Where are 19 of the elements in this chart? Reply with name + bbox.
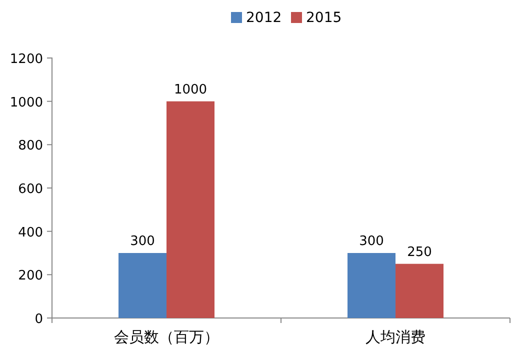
bar bbox=[348, 253, 396, 318]
y-tick-label: 200 bbox=[18, 268, 43, 284]
legend-label: 2012 bbox=[246, 10, 282, 26]
data-label: 300 bbox=[359, 234, 384, 249]
y-tick-label: 600 bbox=[18, 182, 43, 197]
bar bbox=[166, 101, 214, 318]
y-tick-label: 400 bbox=[18, 225, 43, 240]
bar bbox=[118, 253, 166, 318]
y-tick-label: 800 bbox=[18, 138, 43, 154]
x-tick-label: 人均消费 bbox=[366, 328, 426, 346]
y-tick-label: 1200 bbox=[10, 52, 43, 67]
data-label: 300 bbox=[130, 234, 155, 249]
y-tick-label: 1000 bbox=[10, 95, 43, 110]
data-label: 1000 bbox=[174, 82, 208, 98]
x-tick-label: 会员数（百万） bbox=[114, 328, 219, 346]
data-label: 250 bbox=[407, 244, 432, 260]
legend-label: 2015 bbox=[306, 10, 342, 26]
y-tick-label: 0 bbox=[34, 312, 43, 327]
bar bbox=[396, 264, 444, 318]
